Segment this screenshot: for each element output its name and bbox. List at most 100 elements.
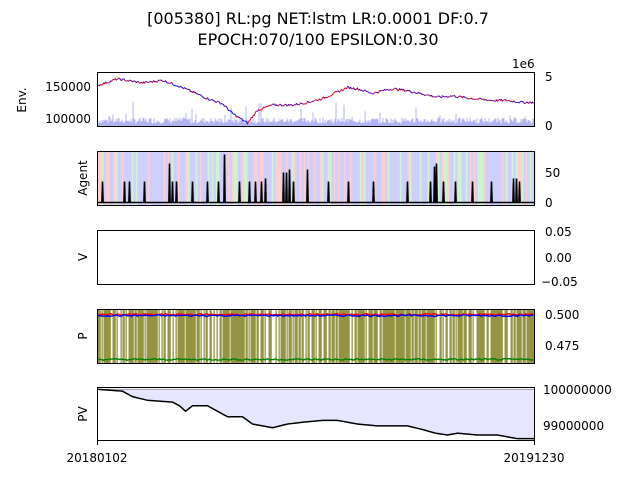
action-band: [463, 151, 466, 206]
volume-bar: [495, 118, 497, 127]
price-segment: [216, 100, 218, 103]
volume-bar: [152, 123, 154, 127]
volume-bar: [132, 101, 134, 127]
exploration-band: [358, 309, 360, 364]
volume-bar: [325, 122, 327, 127]
price-segment: [289, 104, 291, 106]
volume-bar: [364, 111, 366, 127]
volume-bar: [386, 118, 388, 127]
action-band: [149, 151, 152, 206]
exploration-band: [109, 309, 111, 364]
action-band: [107, 151, 110, 206]
price-segment: [436, 96, 438, 98]
volume-bar: [127, 120, 129, 127]
action-band: [295, 151, 298, 206]
policy-frame: [97, 309, 535, 364]
action-band: [127, 151, 130, 206]
volume-bar: [341, 117, 343, 127]
value-ytick-right-1: 0.05: [545, 225, 572, 239]
volume-bar: [303, 118, 305, 127]
volume-bar: [377, 119, 379, 127]
action-band: [481, 151, 484, 206]
action-band: [443, 151, 446, 206]
action-band: [109, 151, 112, 206]
price-segment: [293, 104, 295, 106]
action-band: [383, 151, 386, 206]
agent-ytick-right-1: 50: [545, 166, 560, 180]
volume-bar: [398, 122, 400, 127]
volume-bar: [112, 114, 114, 127]
volume-bar: [226, 122, 228, 127]
action-band: [113, 151, 116, 206]
action-band: [187, 151, 190, 206]
price-segment: [220, 103, 222, 105]
exploration-band: [344, 309, 346, 364]
exploration-band: [333, 309, 335, 364]
action-band: [195, 151, 198, 206]
env-ytick-left-2: 100000: [45, 112, 91, 126]
exploration-band: [345, 309, 347, 364]
volume-bar: [143, 118, 145, 127]
volume-bar: [468, 121, 470, 127]
action-band: [525, 151, 528, 206]
exploration-band: [129, 309, 131, 364]
action-band: [271, 151, 274, 206]
volume-bar: [222, 122, 224, 127]
exploration-band: [339, 309, 341, 364]
volume-bar: [433, 120, 435, 127]
volume-bar: [285, 120, 287, 127]
volume-bar: [292, 123, 294, 127]
exploration-band: [197, 309, 199, 364]
exploration-band: [395, 309, 397, 364]
exploration-band: [452, 309, 454, 364]
exploration-band: [103, 309, 105, 364]
volume-bar: [406, 120, 408, 127]
action-band: [503, 151, 506, 206]
price-segment: [410, 91, 412, 94]
action-band: [345, 151, 348, 206]
exploration-band: [319, 309, 321, 364]
volume-bar: [122, 122, 124, 127]
action-band: [181, 151, 184, 206]
action-band: [439, 151, 442, 206]
volume-bar: [318, 123, 320, 127]
volume-bar: [102, 121, 104, 127]
exploration-band: [449, 309, 451, 364]
volume-bar: [329, 119, 331, 127]
action-band: [335, 151, 338, 206]
exploration-band: [155, 309, 157, 364]
action-band: [293, 151, 296, 206]
volume-bar: [360, 123, 362, 127]
exploration-band: [411, 309, 413, 364]
exploration-band: [470, 309, 472, 364]
volume-bar: [320, 123, 322, 127]
volume-bar: [223, 122, 225, 127]
volume-bar: [240, 120, 242, 127]
exploration-band: [180, 309, 182, 364]
volume-bar: [286, 118, 288, 127]
volume-bar: [404, 121, 406, 127]
action-band: [159, 151, 162, 206]
volume-bar: [490, 121, 492, 127]
price-segment: [525, 101, 527, 104]
exploration-band: [385, 309, 387, 364]
price-segment: [265, 106, 267, 108]
price-segment: [343, 87, 345, 91]
value-frame: [97, 230, 535, 285]
price-segment: [121, 78, 123, 82]
action-band: [243, 151, 246, 206]
volume-bar: [171, 121, 173, 127]
price-segment: [329, 95, 331, 97]
price-segment: [132, 80, 134, 83]
volume-bar: [149, 118, 151, 127]
price-segment: [451, 95, 453, 97]
volume-bar: [125, 113, 127, 127]
exploration-band: [150, 309, 152, 364]
action-band: [267, 151, 270, 206]
policy-ytick-right-2: 0.475: [545, 339, 579, 353]
volume-bar: [443, 117, 445, 127]
volume-bar: [289, 119, 291, 127]
price-segment: [464, 96, 466, 99]
price-segment: [404, 90, 406, 92]
price-segment: [420, 92, 422, 95]
